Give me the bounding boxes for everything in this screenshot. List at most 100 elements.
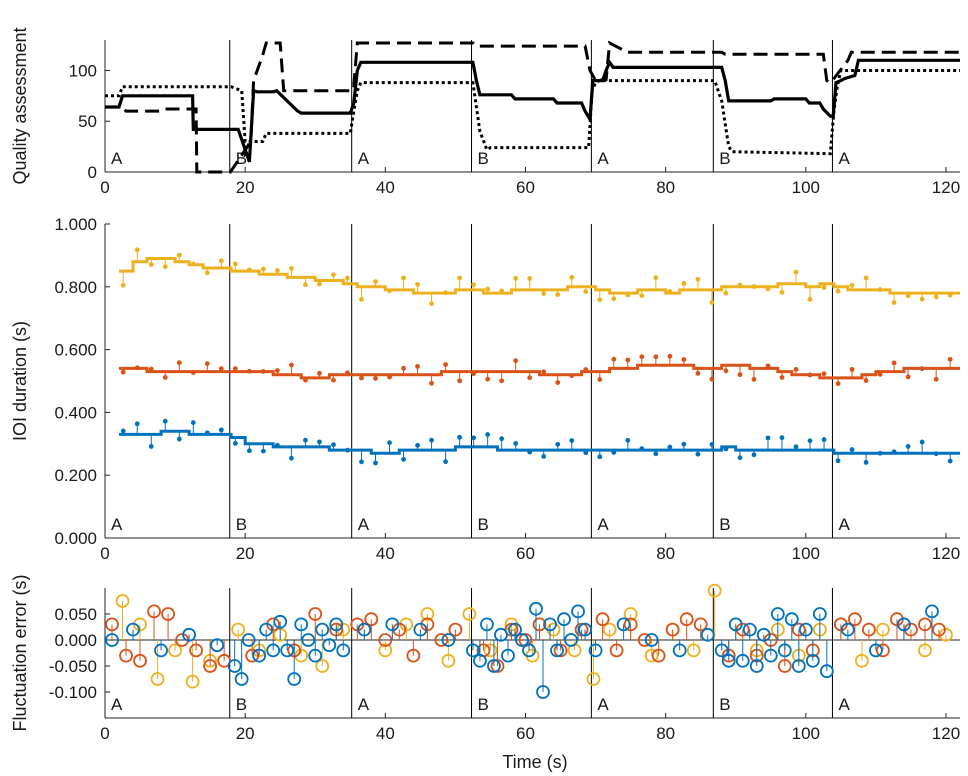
segment-label: A (358, 149, 370, 168)
ioi-point (317, 439, 322, 445)
ioi-point (863, 459, 869, 465)
ioi-line (119, 363, 960, 380)
ioi-point (625, 357, 631, 363)
error-marker (287, 672, 302, 686)
segment-label: B (719, 695, 730, 714)
y-tick-label: 0.200 (54, 466, 97, 485)
ioi-point (260, 266, 266, 272)
error-marker (798, 622, 813, 637)
ioi-point (793, 367, 799, 372)
ioi-point (751, 452, 757, 458)
error-marker (234, 672, 249, 686)
error-marker (805, 653, 820, 668)
error-marker (791, 659, 806, 673)
error-marker (150, 672, 165, 686)
ioi-point (415, 281, 420, 287)
ioi-point (373, 279, 378, 285)
error-marker (273, 614, 288, 629)
x-tick-label: 120 (932, 544, 960, 563)
error-marker (480, 617, 494, 632)
error-marker (557, 612, 571, 627)
x-axis-label: Time (s) (502, 752, 567, 772)
ioi-point (821, 437, 827, 442)
error-marker (133, 653, 147, 668)
error-marker (490, 659, 505, 673)
ioi-point (751, 376, 757, 382)
segment-label: A (111, 149, 123, 168)
x-tick-label: 100 (792, 178, 820, 197)
error-marker (413, 622, 428, 637)
ioi-point (317, 370, 322, 376)
x-tick-label: 0 (100, 178, 109, 197)
error-marker (609, 643, 624, 658)
error-marker (861, 622, 876, 637)
ioi-point (779, 375, 785, 380)
error-marker (784, 612, 799, 627)
ioi-point (835, 458, 841, 464)
ioi-point (401, 365, 406, 371)
error-marker (550, 643, 564, 658)
error-marker (571, 604, 585, 619)
error-marker (515, 633, 529, 647)
x-tick-label: 0 (100, 544, 109, 563)
ioi-point (569, 274, 575, 280)
error-marker (616, 617, 631, 632)
y-tick-label: 0.800 (54, 278, 97, 297)
error-marker (897, 617, 911, 632)
ioi-line (119, 429, 960, 455)
ioi-point (555, 380, 561, 385)
y-tick-label: -0.050 (49, 657, 97, 676)
ioi-point (232, 440, 238, 446)
ioi-point (849, 282, 855, 288)
ioi-point (765, 435, 771, 441)
ioi-point (176, 436, 182, 442)
error-marker (210, 638, 225, 653)
error-marker (876, 643, 890, 658)
ioi-point (667, 444, 673, 450)
ioi-point (709, 442, 715, 447)
error-marker (105, 633, 119, 647)
y-axis-label: IOI duration (s) (10, 321, 30, 441)
ioi-point (737, 455, 743, 461)
error-marker (241, 633, 256, 647)
error-marker (651, 648, 666, 663)
y-axis-label: Fluctuation error (s) (10, 574, 30, 731)
error-marker (161, 607, 175, 621)
error-marker (564, 633, 578, 647)
ioi-point (849, 447, 855, 452)
segment-label: A (597, 149, 609, 168)
ioi-point (401, 456, 406, 462)
error-marker (154, 643, 168, 658)
ioi-point (891, 360, 897, 366)
ioi-point (653, 451, 659, 457)
ioi-point (849, 367, 855, 372)
ioi-point (204, 361, 210, 367)
error-marker (553, 643, 568, 658)
ioi-point (611, 296, 617, 302)
error-marker (336, 643, 351, 658)
error-marker (315, 622, 330, 637)
ioi-point (695, 451, 701, 457)
error-marker (728, 617, 743, 632)
segment-label: A (597, 695, 609, 714)
ioi-point (863, 275, 869, 281)
error-marker (494, 627, 508, 642)
ioi-point (639, 293, 645, 299)
ioi-point (695, 370, 701, 376)
ioi-duration-panel: 0 20 40 60 80 100 120 0.000 0.200 0.400 0.600 0.800… (10, 215, 960, 563)
ioi-point (345, 275, 350, 281)
segment-label: A (111, 695, 123, 714)
ioi-point (807, 296, 813, 302)
ioi-point (485, 286, 491, 292)
x-tick-label: 40 (376, 544, 395, 563)
error-marker (932, 622, 946, 637)
error-marker (280, 643, 295, 658)
error-marker (854, 653, 869, 668)
ioi-point (793, 444, 799, 450)
ioi-point (709, 300, 715, 305)
x-tick-label: 40 (376, 178, 395, 197)
ioi-point (218, 366, 224, 372)
ioi-point (162, 375, 168, 380)
ioi-point (289, 362, 294, 368)
ioi-point (485, 432, 491, 437)
